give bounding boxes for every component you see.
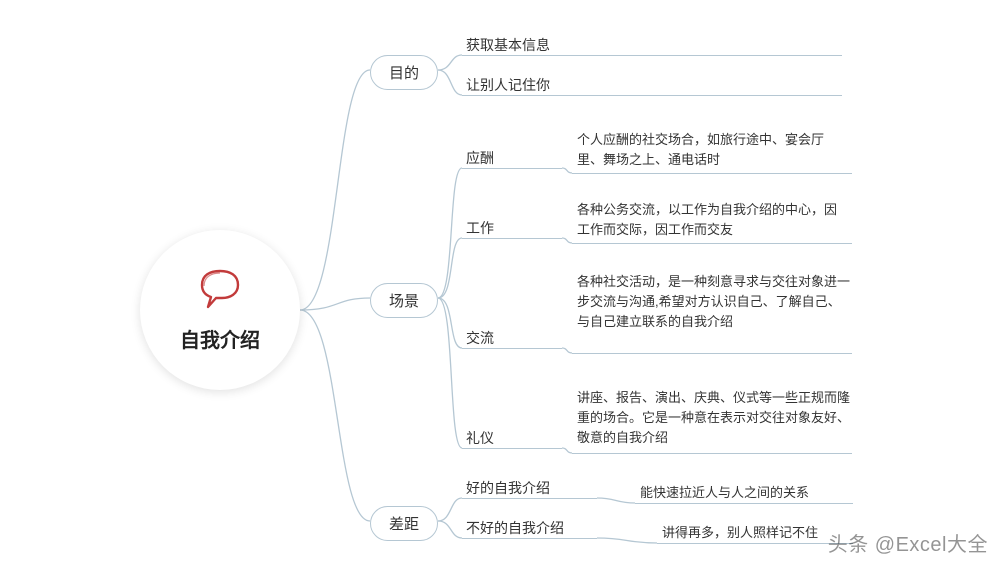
- watermark-text: 头条 @Excel大全: [828, 528, 988, 557]
- underline: [635, 503, 853, 504]
- child-label-g2: 不好的自我介绍: [466, 518, 564, 538]
- child-label-s3: 交流: [466, 328, 494, 348]
- underline: [462, 168, 562, 169]
- child-label-p2: 让别人记住你: [466, 75, 550, 95]
- branch-node-purpose: 目的: [370, 55, 438, 90]
- child-desc-s3: 各种社交活动，是一种刻意寻求与交往对象进一步交流与沟通,希望对方认识自己、了解自…: [577, 272, 852, 332]
- child-label-g1: 好的自我介绍: [466, 478, 550, 498]
- root-label: 自我介绍: [180, 324, 260, 353]
- underline: [462, 238, 562, 239]
- underline: [572, 243, 852, 244]
- child-label-s4: 礼仪: [466, 428, 494, 448]
- child-desc-s2: 各种公务交流，以工作为自我介绍的中心，因工作而交际，因工作而交友: [577, 200, 847, 240]
- underline: [572, 453, 852, 454]
- branch-node-gap: 差距: [370, 506, 438, 541]
- underline: [572, 353, 852, 354]
- underline: [462, 448, 562, 449]
- underline: [462, 348, 562, 349]
- child-desc-g1: 能快速拉近人与人之间的关系: [640, 483, 860, 503]
- child-label-s2: 工作: [466, 218, 494, 238]
- underline: [462, 95, 842, 96]
- underline: [462, 538, 597, 539]
- underline: [572, 173, 852, 174]
- child-label-p1: 获取基本信息: [466, 35, 550, 55]
- underline: [462, 498, 597, 499]
- child-desc-s4: 讲座、报告、演出、庆典、仪式等一些正规而隆重的场合。它是一种意在表示对交往对象友…: [577, 388, 852, 448]
- speech-bubble-icon: [196, 267, 244, 316]
- branch-node-scene: 场景: [370, 283, 438, 318]
- underline: [462, 55, 842, 56]
- underline: [657, 543, 853, 544]
- child-label-s1: 应酬: [466, 148, 494, 168]
- child-desc-s1: 个人应酬的社交场合，如旅行途中、宴会厅里、舞场之上、通电话时: [577, 130, 847, 170]
- root-node: 自我介绍: [140, 230, 300, 390]
